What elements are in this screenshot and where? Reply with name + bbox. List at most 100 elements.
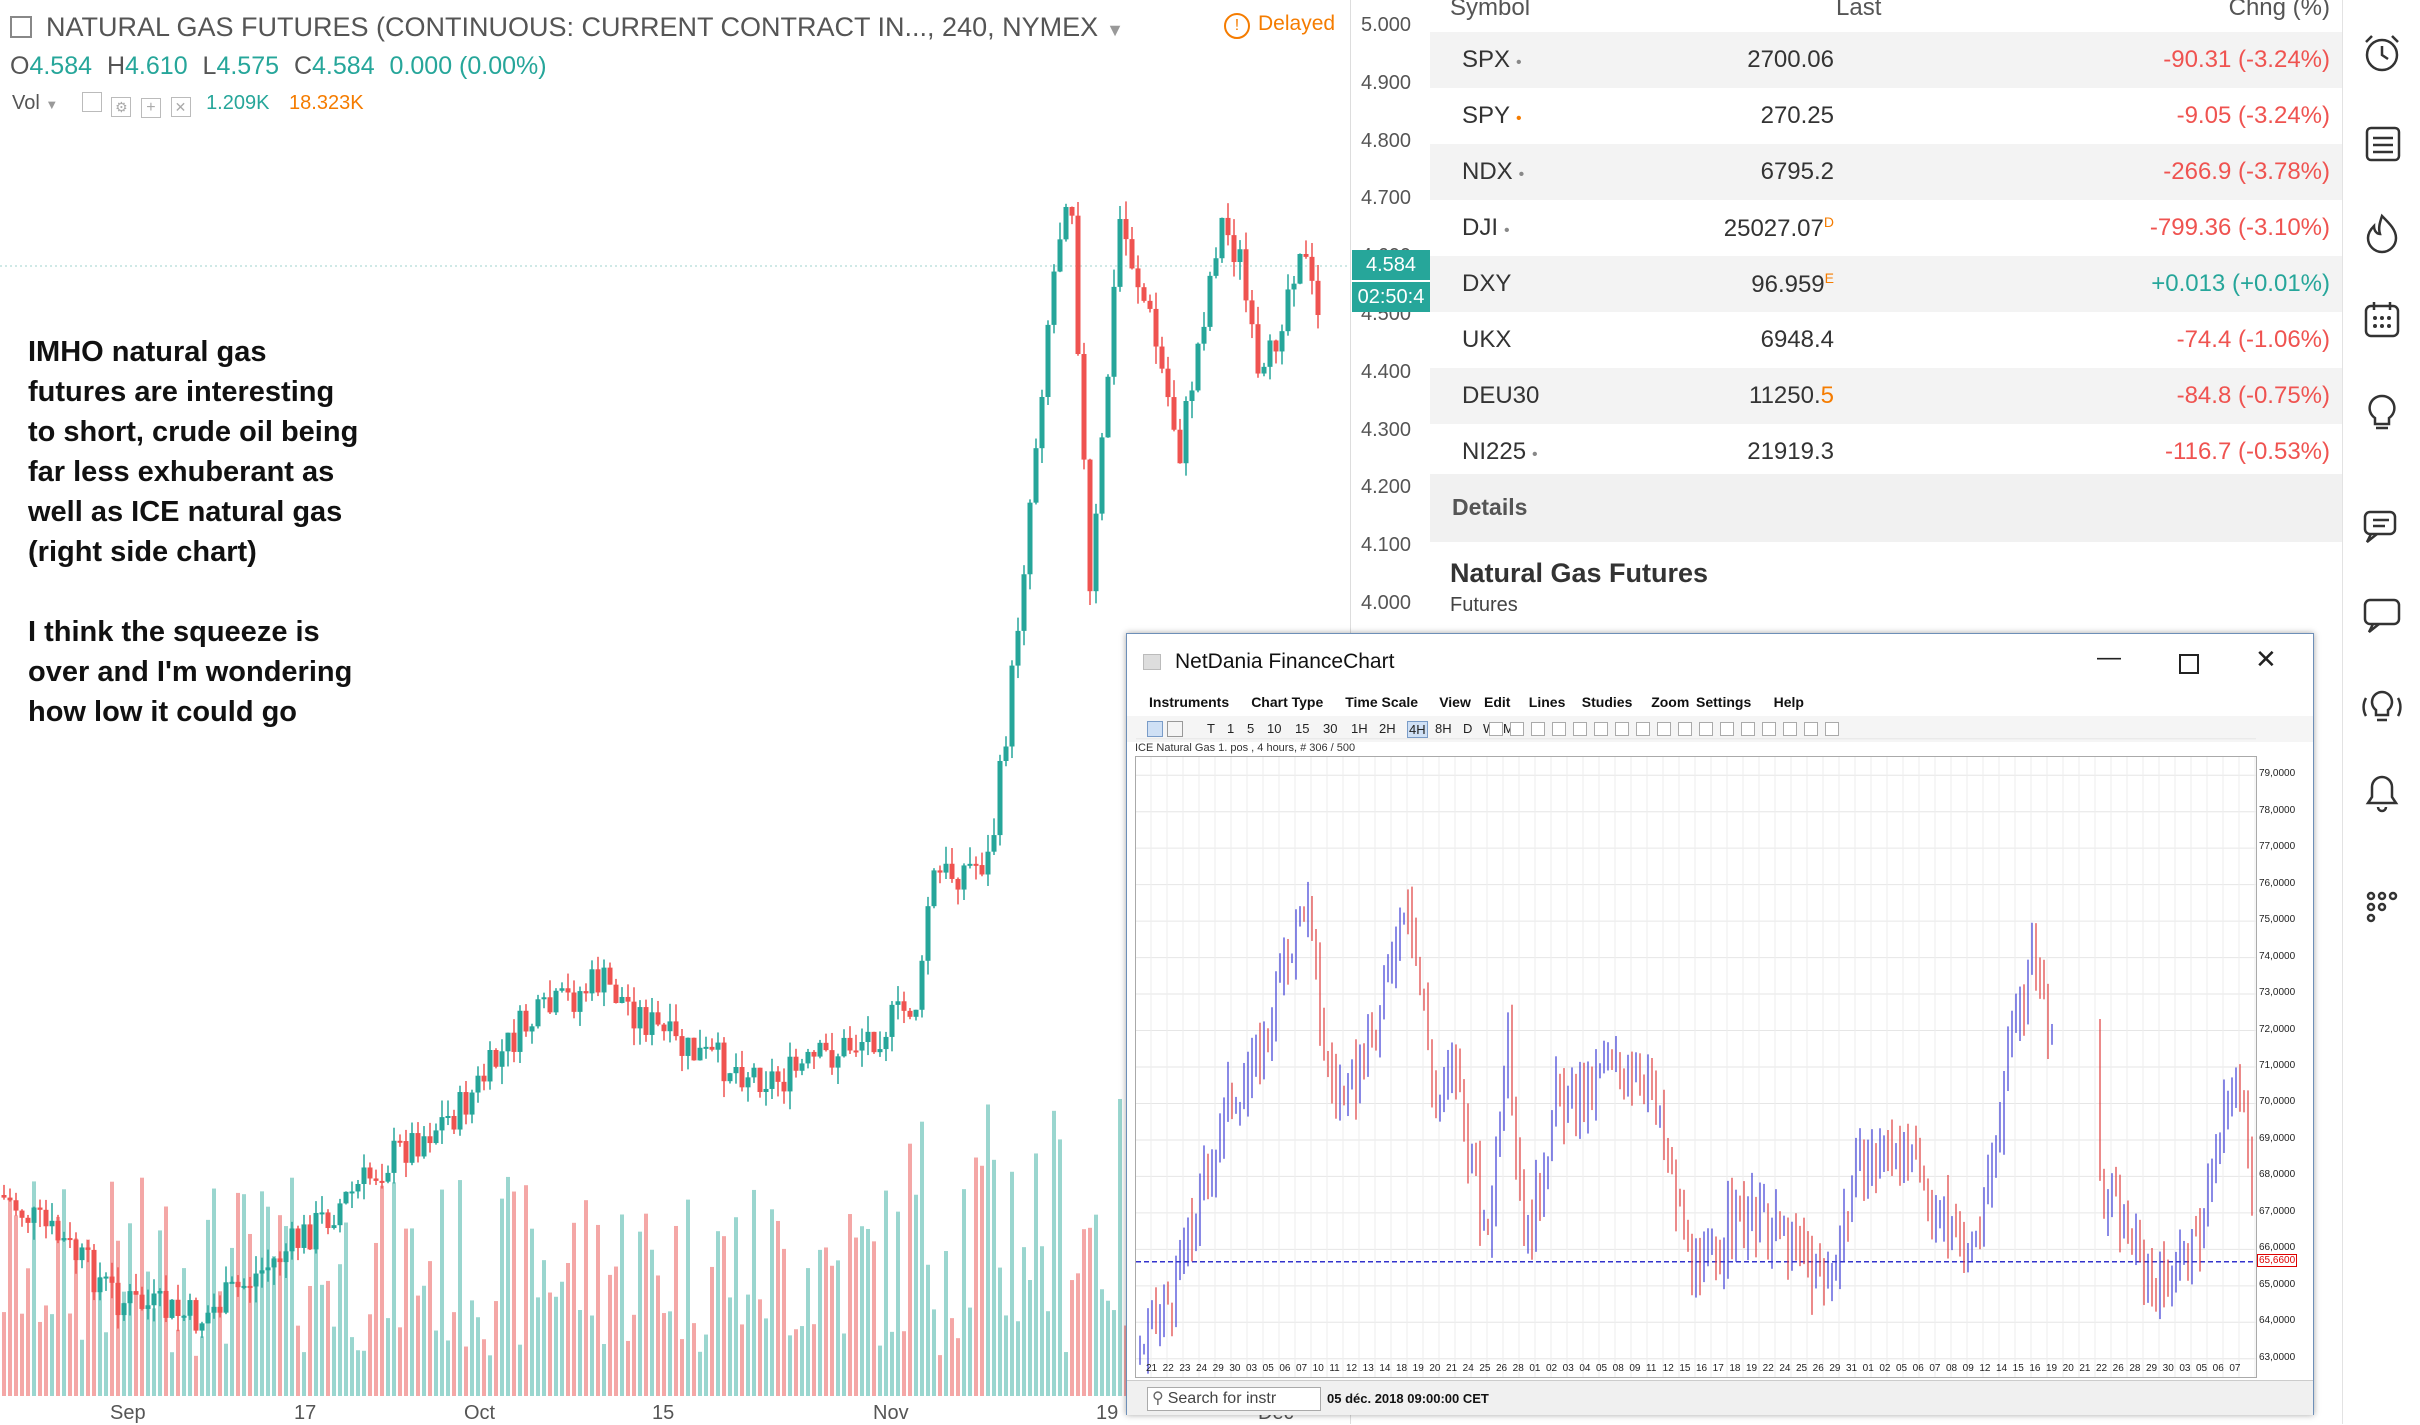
menu-chart-type[interactable]: Chart Type (1251, 694, 1324, 710)
timescale-30[interactable]: 30 (1323, 721, 1338, 736)
crosshair-icon[interactable] (1489, 722, 1503, 736)
close-icon[interactable]: ✕ (170, 97, 191, 117)
chart-toolbar: T151015301H2H4H8HDWM (1127, 716, 2313, 742)
ice-gas-bar-chart[interactable]: 21 22 23 24 29 30 03 05 06 07 10 11 12 13 14 18 19 20 21 24… (1135, 738, 2257, 1394)
watchlist-row[interactable]: SPY • 270.25 -9.05 (-3.24%) (1430, 88, 2342, 144)
nd-time-tick: 30 (2163, 1363, 2175, 1374)
arrow-icon[interactable] (1657, 722, 1671, 736)
hotlist-flame-icon[interactable] (2361, 212, 2403, 254)
column-symbol[interactable]: Symbol (1450, 0, 1531, 21)
lightbulb-icon[interactable] (2361, 392, 2403, 434)
open-label: O (10, 52, 30, 80)
watchlist-row[interactable]: DXY 96.959E +0.013 (+0.01%) (1430, 256, 2342, 312)
menu-help[interactable]: Help (1773, 694, 1804, 710)
timescale-5[interactable]: 5 (1247, 721, 1255, 736)
channel-icon[interactable] (1615, 722, 1629, 736)
menu-view[interactable]: View (1439, 694, 1471, 710)
candle-body (577, 991, 583, 1012)
ideas-stream-icon[interactable] (2361, 686, 2403, 728)
more-dots-icon[interactable] (2361, 886, 2403, 928)
nd-price-axis[interactable]: 79,0000 78,0000 77,0000 76,0000 75,0000 74,00… (2257, 756, 2311, 1376)
nd-time-tick: 22 (2096, 1363, 2108, 1374)
chat-bubble-icon[interactable] (2361, 594, 2403, 636)
bar-chart-type-icon[interactable] (1147, 721, 1163, 737)
chats-icon[interactable] (2361, 506, 2403, 548)
maximize-icon[interactable] (2179, 654, 2199, 674)
fib-icon[interactable] (1636, 722, 1650, 736)
change-value: 0.000 (0.00%) (389, 52, 547, 80)
close-icon[interactable]: ✕ (2255, 644, 2277, 674)
search-down-icon[interactable] (1804, 722, 1818, 736)
delete-icon[interactable] (1699, 722, 1713, 736)
search-up-icon[interactable] (1783, 722, 1797, 736)
fit-icon[interactable] (1825, 722, 1839, 736)
volume-legend[interactable]: Vol ▼ ⚙ + ✕ 1.209K 18.323K (12, 92, 364, 118)
timescale-1[interactable]: 1 (1227, 721, 1235, 736)
eye-icon[interactable] (81, 92, 102, 112)
trendline-icon[interactable] (1594, 722, 1608, 736)
watchlist-row[interactable]: DEU30 11250.5 -84.8 (-0.75%) (1430, 368, 2342, 424)
preview-icon[interactable] (1762, 722, 1776, 736)
annotation-text[interactable]: IMHO natural gas futures are interesting… (28, 336, 359, 728)
candle-body (727, 1073, 733, 1082)
chevron-down-icon[interactable]: ▼ (1106, 20, 1124, 40)
volume-bar (104, 1332, 108, 1396)
volume-bar (836, 1260, 840, 1396)
details-section-bar[interactable] (1430, 474, 2342, 542)
timescale-1h[interactable]: 1H (1351, 721, 1368, 736)
cursor-icon[interactable] (1531, 722, 1545, 736)
watchlist-icon[interactable] (2361, 122, 2403, 164)
timescale-t[interactable]: T (1207, 721, 1215, 736)
menu-studies[interactable]: Studies (1581, 694, 1633, 710)
watchlist-row[interactable]: NDX • 6795.2 -266.9 (-3.78%) (1430, 144, 2342, 200)
timescale-m[interactable]: M (1503, 721, 1514, 736)
eraser-icon[interactable] (1678, 722, 1692, 736)
watchlist-row[interactable]: UKX 6948.4 -74.4 (-1.06%) (1430, 312, 2342, 368)
timescale-10[interactable]: 10 (1267, 721, 1282, 736)
menu-instruments[interactable]: Instruments (1149, 694, 1230, 710)
watchlist-row[interactable]: DJI • 25027.07D -799.36 (-3.10%) (1430, 200, 2342, 256)
nd-time-tick: 18 (1396, 1363, 1408, 1374)
volume-bar (380, 1185, 384, 1396)
alarm-clock-icon[interactable] (2361, 32, 2403, 74)
menu-zoom[interactable]: Zoom (1651, 694, 1690, 710)
menu-time-scale[interactable]: Time Scale (1345, 694, 1419, 710)
candle-body (559, 988, 565, 991)
main-chart-pane[interactable]: NATURAL GAS FUTURES (CONTINUOUS: CURRENT… (0, 0, 1350, 1424)
timescale-2h[interactable]: 2H (1379, 721, 1396, 736)
gear-icon[interactable]: ⚙ (111, 97, 132, 117)
delayed-badge[interactable]: ! Delayed (1224, 12, 1335, 39)
zoom-h-icon[interactable] (1552, 722, 1566, 736)
menu-edit[interactable]: Edit (1484, 694, 1511, 710)
zoom-v-icon[interactable] (1573, 722, 1587, 736)
menu-lines[interactable]: Lines (1528, 694, 1566, 710)
plus-icon[interactable]: + (140, 98, 161, 118)
window-titlebar[interactable]: NetDania FinanceChart — ✕ (1127, 634, 2313, 688)
menu-settings[interactable]: Settings (1696, 694, 1752, 710)
grid-icon[interactable] (1510, 722, 1524, 736)
candle-body (883, 1036, 889, 1050)
chevron-down-icon[interactable]: ▼ (45, 97, 59, 112)
timescale-4h[interactable]: 4H (1407, 721, 1428, 738)
column-last[interactable]: Last (1836, 0, 1882, 21)
candle-body (25, 1217, 31, 1223)
copy-icon[interactable] (1720, 722, 1734, 736)
timescale-d[interactable]: D (1463, 721, 1473, 736)
collapse-icon[interactable] (10, 16, 32, 38)
volume-bar (440, 1189, 444, 1396)
netdania-window[interactable]: NetDania FinanceChart — ✕ Instruments Cha… (1126, 633, 2314, 1415)
candle-chart-type-icon[interactable] (1167, 721, 1183, 737)
watchlist-row[interactable]: SPX • 2700.06 -90.31 (-3.24%) (1430, 32, 2342, 88)
print-icon[interactable] (1741, 722, 1755, 736)
timescale-15[interactable]: 15 (1295, 721, 1310, 736)
notifications-bell-icon[interactable] (2361, 772, 2403, 814)
minimize-icon[interactable]: — (2097, 644, 2121, 671)
instrument-search-input[interactable]: ⚲ Search for instr (1147, 1387, 1321, 1411)
ohlc-bar-chart-svg[interactable]: 21 22 23 24 29 30 03 05 06 07 10 11 12 13 14 18 19 20 21 24… (1136, 738, 2256, 1394)
volume-bar (620, 1214, 624, 1396)
calendar-icon[interactable] (2361, 298, 2403, 340)
chart-title[interactable]: NATURAL GAS FUTURES (CONTINUOUS: CURRENT… (10, 12, 1124, 43)
timescale-8h[interactable]: 8H (1435, 721, 1452, 736)
watchlist-row[interactable]: NI225 • 21919.3 -116.7 (-0.53%) (1430, 424, 2342, 480)
column-change[interactable]: Chng (%) (2228, 0, 2330, 21)
